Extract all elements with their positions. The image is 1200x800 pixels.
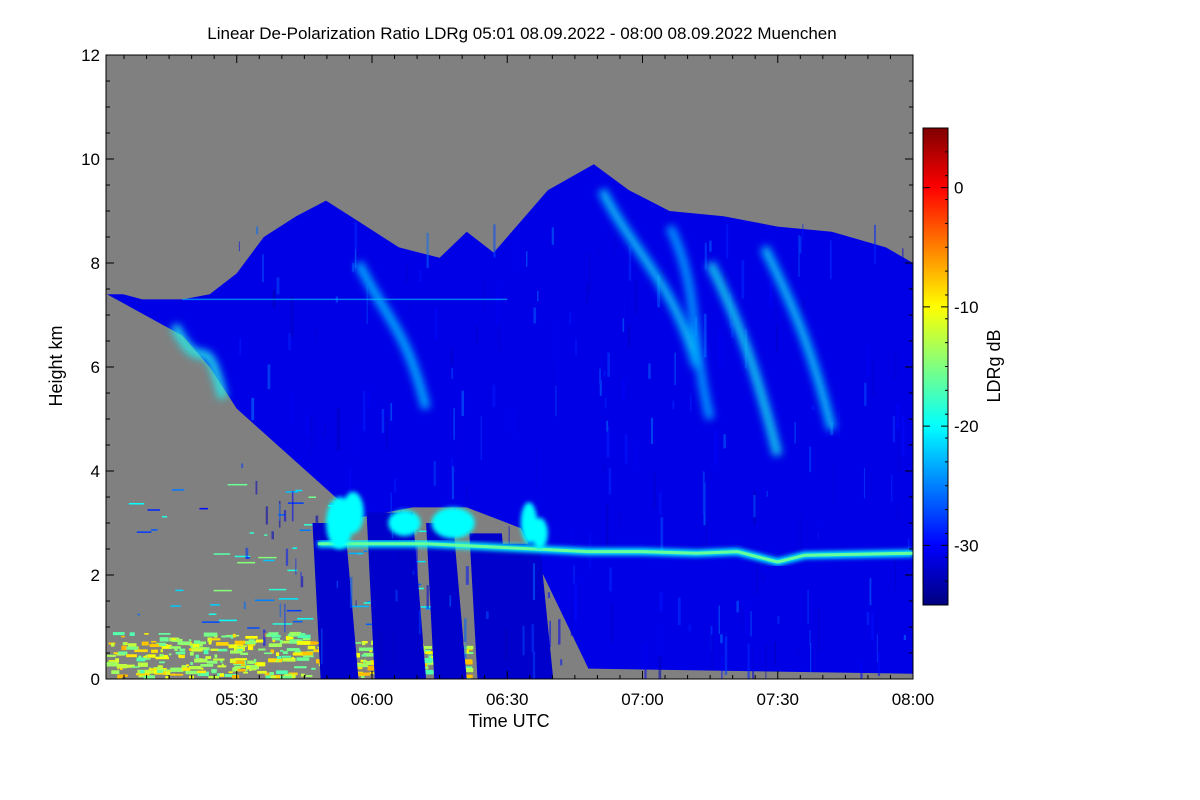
melting-layer-core	[317, 542, 913, 564]
x-tick-label: 07:00	[621, 690, 664, 709]
y-tick-label: 8	[91, 254, 100, 273]
x-tick-label: 06:00	[351, 690, 394, 709]
ice-fallstreaks	[170, 187, 837, 457]
x-tick-label: 07:30	[756, 690, 799, 709]
colorbar	[922, 127, 949, 606]
x-tick-label: 05:30	[215, 690, 258, 709]
colorbar-tick-label: -30	[954, 536, 979, 555]
y-tick-label: 0	[91, 670, 100, 689]
colorbar-tick-label: -20	[954, 417, 979, 436]
y-tick-label: 10	[81, 150, 100, 169]
y-tick-label: 2	[91, 566, 100, 585]
y-tick-label: 6	[91, 358, 100, 377]
x-tick-label: 08:00	[892, 690, 935, 709]
colorbar-tick-label: 0	[954, 179, 963, 198]
y-tick-label: 12	[81, 46, 100, 65]
chart-title: Linear De-Polarization Ratio LDRg 05:01 …	[207, 24, 836, 43]
colorbar-label: LDRg dB	[984, 329, 1004, 402]
plot-area	[106, 55, 913, 679]
y-tick-label: 4	[91, 462, 100, 481]
x-tick-label: 06:30	[486, 690, 529, 709]
x-axis-label: Time UTC	[468, 711, 549, 731]
colorbar-tick-label: -10	[954, 298, 979, 317]
y-axis-label: Height km	[46, 325, 66, 406]
mixed-phase-pockets	[326, 491, 548, 550]
